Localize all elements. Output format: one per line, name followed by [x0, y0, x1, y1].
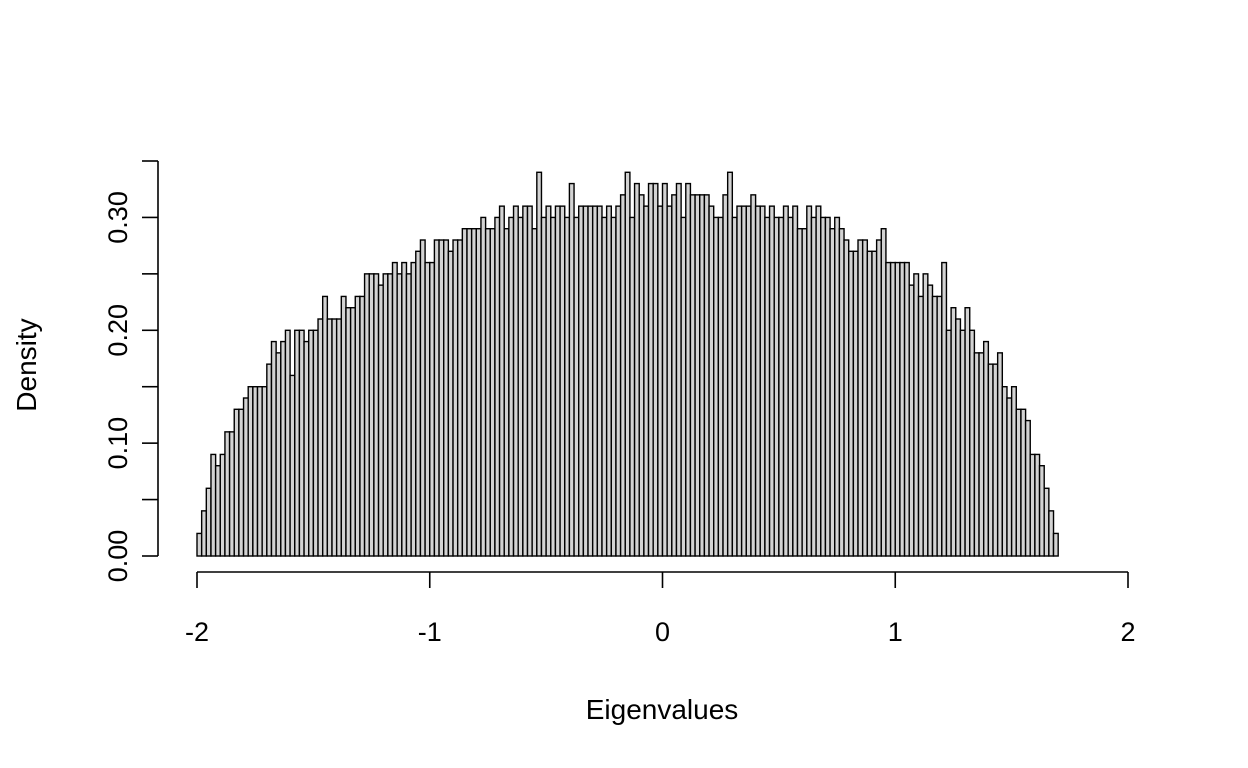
histogram-bar	[740, 205, 747, 557]
histogram-bar	[880, 228, 887, 557]
x-tick-label: 0	[655, 617, 670, 647]
histogram-bar	[810, 216, 817, 557]
histogram-bar	[1034, 453, 1041, 557]
histogram-bar	[382, 273, 389, 557]
histogram-bar	[689, 194, 696, 557]
histogram-bar	[773, 216, 780, 557]
histogram-bar	[903, 261, 910, 557]
y-axis: 0.00 0.10 0.20 0.30	[103, 160, 159, 583]
x-tick-label: -1	[418, 617, 442, 647]
y-tick-label: 0.00	[103, 530, 133, 583]
histogram-bar	[652, 182, 659, 557]
histogram-bar	[992, 363, 999, 557]
histogram-bar	[959, 329, 966, 557]
histogram-bar	[848, 250, 855, 557]
histogram-bar	[726, 171, 734, 557]
histogram-bar	[1052, 532, 1059, 557]
histogram-bar	[326, 318, 333, 557]
x-tick-label: -2	[185, 617, 209, 647]
histogram-bar	[829, 228, 836, 557]
y-tick-label: 0.30	[103, 191, 133, 244]
histogram-bar	[568, 182, 575, 557]
histogram-bar	[591, 205, 599, 557]
y-axis-title: Density	[11, 318, 42, 411]
histogram-bar	[922, 273, 929, 557]
histogram-bar	[396, 273, 403, 557]
histogram-bar	[838, 228, 845, 557]
x-axis-title: Eigenvalues	[586, 694, 739, 725]
histogram-bar	[578, 205, 585, 557]
histogram-bar	[633, 182, 640, 557]
histogram-bar	[615, 205, 622, 557]
histogram-bars	[196, 171, 1059, 557]
histogram-bar	[792, 205, 799, 557]
histogram-bar	[941, 261, 948, 557]
histogram-bar	[508, 216, 515, 557]
histogram-bar	[1006, 397, 1013, 557]
histogram-bar	[526, 205, 533, 557]
x-axis: -2 -1 0 1 2	[185, 571, 1136, 647]
histogram-bar	[708, 205, 715, 557]
y-tick-label: 0.10	[103, 417, 133, 470]
histogram-bar	[540, 216, 547, 557]
histogram-bar	[759, 205, 766, 557]
histogram-bar	[973, 352, 980, 557]
histogram-bar	[308, 329, 315, 557]
histogram-bar	[666, 205, 673, 557]
y-tick-label: 0.20	[103, 304, 133, 357]
histogram-bar	[294, 329, 301, 557]
histogram-bar	[861, 239, 869, 557]
x-tick-label: 2	[1120, 617, 1135, 647]
histogram-bar	[559, 205, 566, 557]
histogram-bar	[284, 329, 291, 557]
histogram-bar	[345, 307, 352, 557]
histogram-bar	[1043, 487, 1050, 557]
x-tick-label: 1	[888, 617, 903, 647]
